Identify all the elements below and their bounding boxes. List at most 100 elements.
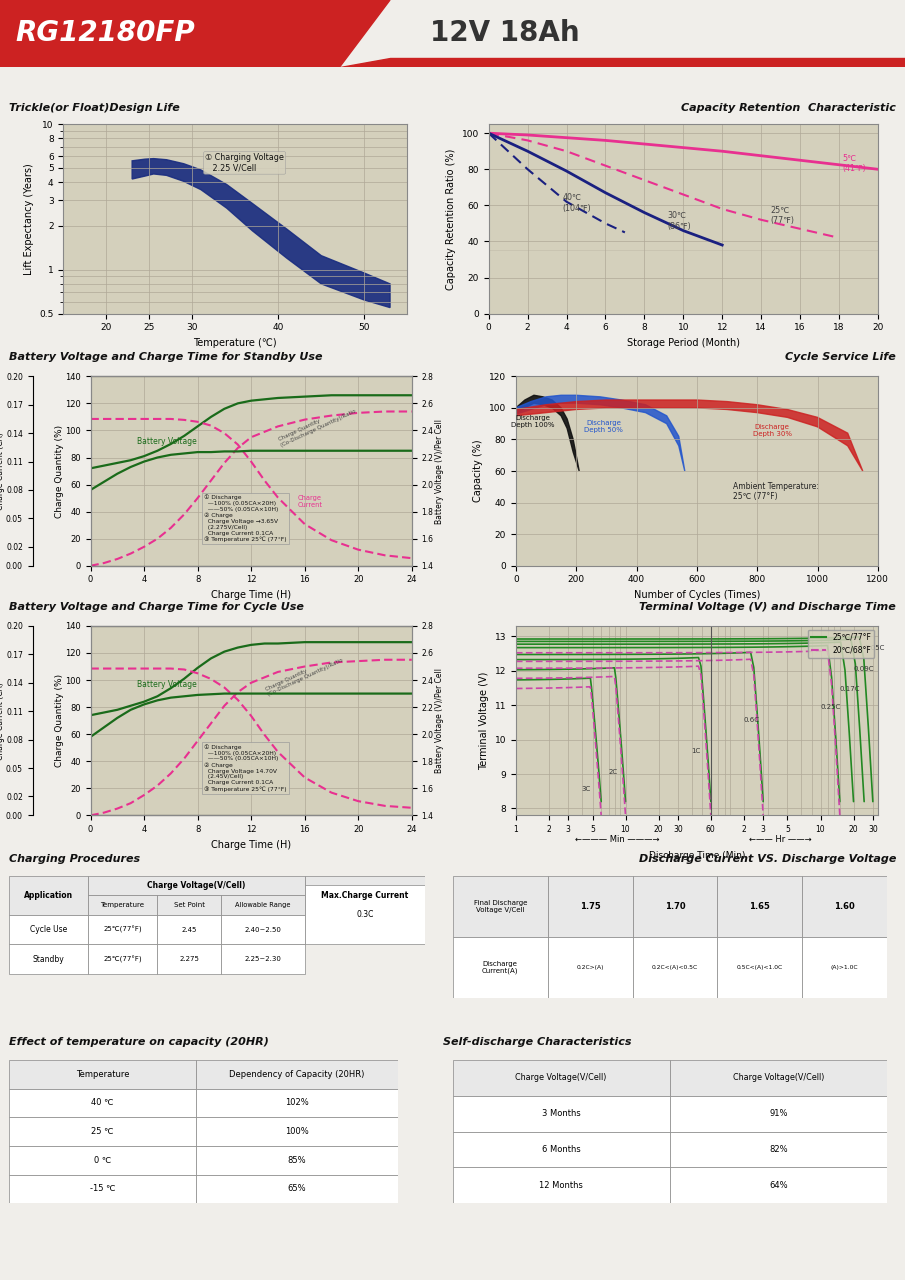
Text: Charging Procedures: Charging Procedures	[9, 854, 140, 864]
Text: Effect of temperature on capacity (20HR): Effect of temperature on capacity (20HR)	[9, 1037, 269, 1047]
Y-axis label: Capacity (%): Capacity (%)	[473, 440, 483, 502]
Text: 6 Months: 6 Months	[542, 1144, 580, 1155]
Bar	[633, 937, 718, 998]
X-axis label: Charge Time (H): Charge Time (H)	[211, 840, 291, 850]
Text: RG12180FP: RG12180FP	[15, 19, 195, 47]
Polygon shape	[132, 159, 390, 307]
Text: 40 ℃: 40 ℃	[91, 1098, 114, 1107]
Bar	[9, 1060, 195, 1088]
X-axis label: Charge Time (H): Charge Time (H)	[211, 590, 291, 600]
Text: 2.45: 2.45	[181, 927, 196, 933]
Bar	[222, 915, 305, 945]
Text: Capacity Retention  Characteristic: Capacity Retention Characteristic	[681, 102, 896, 113]
Bar	[9, 1088, 195, 1117]
Text: Battery Voltage: Battery Voltage	[138, 436, 197, 445]
Text: 25℃
(77℉): 25℃ (77℉)	[771, 206, 795, 225]
Text: 0 ℃: 0 ℃	[94, 1156, 111, 1165]
Text: 25℃(77°F): 25℃(77°F)	[103, 955, 142, 963]
Bar	[9, 876, 88, 915]
Bar	[305, 876, 425, 915]
Polygon shape	[340, 59, 905, 67]
Text: 0.5C<(A)<1.0C: 0.5C<(A)<1.0C	[737, 965, 783, 970]
Text: 0.3C: 0.3C	[357, 910, 374, 919]
Text: Discharge
Current(A): Discharge Current(A)	[482, 961, 519, 974]
Text: 30℃
(86℉): 30℃ (86℉)	[668, 211, 691, 230]
Text: 0.17C: 0.17C	[840, 686, 861, 692]
Bar	[195, 1146, 398, 1175]
Text: Discharge Current VS. Discharge Voltage: Discharge Current VS. Discharge Voltage	[639, 854, 896, 864]
Text: 1.65: 1.65	[749, 901, 770, 911]
Bar	[548, 876, 633, 937]
Text: 1.75: 1.75	[580, 901, 601, 911]
Text: 3 Months: 3 Months	[542, 1108, 580, 1119]
Bar	[88, 876, 305, 895]
Text: ① Discharge
  —100% (0.05CA×20H)
  ——50% (0.05CA×10H)
② Charge
  Charge Voltage : ① Discharge —100% (0.05CA×20H) ——50% (0.…	[205, 494, 287, 543]
Text: 0.05C: 0.05C	[864, 645, 884, 652]
Text: 3C: 3C	[582, 786, 591, 792]
Text: 0.6C: 0.6C	[744, 717, 760, 723]
Text: Charge Voltage(V/Cell): Charge Voltage(V/Cell)	[733, 1073, 824, 1083]
Text: 25℃(77°F): 25℃(77°F)	[103, 925, 142, 933]
Bar	[157, 945, 222, 974]
X-axis label: Storage Period (Month): Storage Period (Month)	[627, 338, 739, 348]
Text: 1C: 1C	[691, 749, 700, 754]
Bar	[88, 895, 157, 915]
Bar	[157, 895, 222, 915]
Polygon shape	[516, 399, 862, 471]
Text: Battery Voltage and Charge Time for Cycle Use: Battery Voltage and Charge Time for Cycl…	[9, 602, 304, 612]
Text: Terminal Voltage (V) and Discharge Time: Terminal Voltage (V) and Discharge Time	[639, 602, 896, 612]
Y-axis label: Lift Expectancy (Years): Lift Expectancy (Years)	[24, 163, 33, 275]
Text: 2C: 2C	[608, 769, 617, 774]
Text: Final Discharge
Voltage V/Cell: Final Discharge Voltage V/Cell	[473, 900, 527, 913]
Bar	[9, 1175, 195, 1203]
Text: Max.Charge Current: Max.Charge Current	[321, 891, 409, 900]
Text: Battery Voltage and Charge Time for Standby Use: Battery Voltage and Charge Time for Stan…	[9, 352, 322, 362]
Text: 100%: 100%	[285, 1126, 309, 1137]
X-axis label: Discharge Time (Min): Discharge Time (Min)	[649, 851, 745, 860]
Bar	[9, 945, 88, 974]
Text: Charge Voltage(V/Cell): Charge Voltage(V/Cell)	[148, 881, 245, 890]
Text: Application: Application	[24, 891, 73, 900]
Y-axis label: Charge Quantity (%): Charge Quantity (%)	[54, 425, 63, 517]
Bar	[9, 915, 88, 945]
Bar	[802, 876, 887, 937]
Text: ←—— Hr ——→: ←—— Hr ——→	[748, 835, 812, 844]
Text: 85%: 85%	[288, 1156, 306, 1165]
Text: Battery Voltage: Battery Voltage	[138, 680, 197, 689]
Bar	[222, 895, 305, 915]
Bar	[157, 915, 222, 945]
Y-axis label: Battery Voltage (V)/Per Cell: Battery Voltage (V)/Per Cell	[435, 668, 443, 773]
Text: (A)>1.0C: (A)>1.0C	[831, 965, 858, 970]
Text: Allowable Range: Allowable Range	[235, 902, 291, 908]
Text: 12 Months: 12 Months	[539, 1180, 583, 1190]
Text: Discharge
Depth 50%: Discharge Depth 50%	[584, 420, 623, 433]
Text: Temperature: Temperature	[76, 1070, 129, 1079]
Text: Charge Quantity
(Co-Discharge Quantity)/Ratio: Charge Quantity (Co-Discharge Quantity)/…	[264, 653, 344, 698]
Bar	[222, 945, 305, 974]
Bar	[9, 1117, 195, 1146]
Bar	[718, 937, 802, 998]
Text: Discharge
Depth 100%: Discharge Depth 100%	[510, 415, 554, 428]
Y-axis label: Terminal Voltage (V): Terminal Voltage (V)	[479, 672, 489, 769]
Text: 40℃
(104℉): 40℃ (104℉)	[563, 193, 591, 212]
Bar	[195, 1060, 398, 1088]
Bar	[452, 937, 548, 998]
Polygon shape	[516, 396, 579, 471]
Text: -15 ℃: -15 ℃	[90, 1184, 115, 1193]
Bar	[452, 876, 548, 937]
Polygon shape	[516, 396, 685, 471]
Text: Charge
Current: Charge Current	[298, 495, 323, 508]
Text: Discharge
Depth 30%: Discharge Depth 30%	[753, 424, 792, 438]
Bar	[548, 937, 633, 998]
Y-axis label: Charge Current (CA): Charge Current (CA)	[0, 682, 5, 759]
Text: 2.25~2.30: 2.25~2.30	[244, 956, 281, 963]
Text: Trickle(or Float)Design Life: Trickle(or Float)Design Life	[9, 102, 180, 113]
Bar	[452, 1060, 670, 1096]
Text: Charge Quantity
(Co-Discharge Quantity)/Ratio: Charge Quantity (Co-Discharge Quantity)/…	[278, 403, 357, 448]
Text: 82%: 82%	[769, 1144, 787, 1155]
Y-axis label: Capacity Retention Ratio (%): Capacity Retention Ratio (%)	[446, 148, 456, 289]
Text: Cycle Service Life: Cycle Service Life	[786, 352, 896, 362]
Bar	[9, 1146, 195, 1175]
Text: 5℃
(41℉): 5℃ (41℉)	[843, 154, 867, 173]
Text: 2.275: 2.275	[179, 956, 199, 963]
